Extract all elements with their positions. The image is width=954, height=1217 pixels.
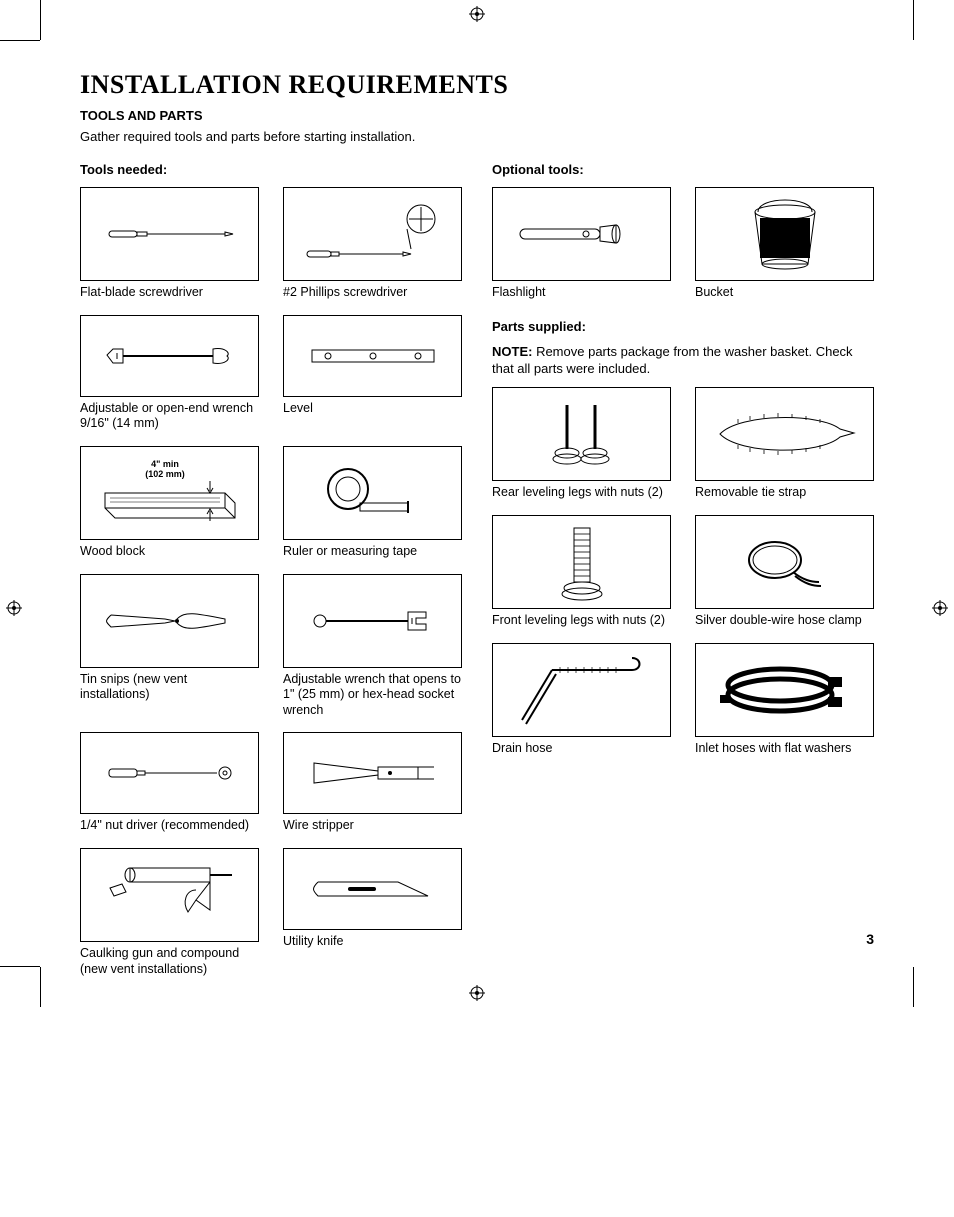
- tool-caption: Adjustable wrench that opens to 1" (25 m…: [283, 672, 462, 719]
- tool-caption: Wood block: [80, 544, 259, 560]
- page-number: 3: [866, 931, 874, 947]
- part-cell: Inlet hoses with flat washers: [695, 643, 874, 757]
- open-end-wrench-icon: [80, 315, 259, 397]
- wood-block-icon: 4" min (102 mm): [80, 446, 259, 540]
- tool-cell: Adjustable wrench that opens to 1" (25 m…: [283, 574, 462, 719]
- tool-cell: Level: [283, 315, 462, 432]
- optional-tools-grid: Flashlight Bucket: [492, 187, 874, 301]
- note-text: Remove parts package from the washer bas…: [492, 344, 853, 376]
- tools-needed-grid: Flat-blade screwdriver #2: [80, 187, 462, 977]
- parts-grid: Rear leveling legs with nuts (2): [492, 387, 874, 756]
- utility-knife-icon: [283, 848, 462, 930]
- section-subhead: TOOLS AND PARTS: [80, 108, 874, 123]
- caulking-gun-icon: [80, 848, 259, 942]
- tools-needed-heading: Tools needed:: [80, 162, 462, 177]
- part-caption: Front leveling legs with nuts (2): [492, 613, 671, 629]
- tool-cell: Ruler or measuring tape: [283, 446, 462, 560]
- front-leveling-legs-icon: [492, 515, 671, 609]
- svg-text:4" min: 4" min: [151, 459, 179, 469]
- tool-cell: Adjustable or open-end wrench 9/16" (14 …: [80, 315, 259, 432]
- part-caption: Silver double-wire hose clamp: [695, 613, 874, 629]
- tool-caption: Bucket: [695, 285, 874, 301]
- hose-clamp-icon: [695, 515, 874, 609]
- part-caption: Removable tie strap: [695, 485, 874, 501]
- right-column: Optional tools: Flashlight: [492, 162, 874, 977]
- part-cell: Silver double-wire hose clamp: [695, 515, 874, 629]
- tool-caption: Flat-blade screwdriver: [80, 285, 259, 301]
- flashlight-icon: [492, 187, 671, 281]
- part-caption: Inlet hoses with flat washers: [695, 741, 874, 757]
- tool-caption: Flashlight: [492, 285, 671, 301]
- tool-cell: Flat-blade screwdriver: [80, 187, 259, 301]
- page-title: INSTALLATION REQUIREMENTS: [80, 70, 874, 100]
- tool-cell: Tin snips (new vent installations): [80, 574, 259, 719]
- svg-text:(102 mm): (102 mm): [145, 469, 185, 479]
- part-cell: Rear leveling legs with nuts (2): [492, 387, 671, 501]
- tool-caption: Level: [283, 401, 462, 417]
- drain-hose-icon: [492, 643, 671, 737]
- optional-tools-heading: Optional tools:: [492, 162, 874, 177]
- tool-caption: Tin snips (new vent installations): [80, 672, 259, 703]
- tie-strap-icon: [695, 387, 874, 481]
- tool-caption: 1/4" nut driver (recommended): [80, 818, 259, 834]
- wire-stripper-icon: [283, 732, 462, 814]
- level-icon: [283, 315, 462, 397]
- part-cell: Removable tie strap: [695, 387, 874, 501]
- tool-caption: Utility knife: [283, 934, 462, 950]
- tools-needed-column: Tools needed: Flat-blade screwdriver: [80, 162, 462, 977]
- tool-cell: Bucket: [695, 187, 874, 301]
- tool-caption: Caulking gun and compound (new vent inst…: [80, 946, 259, 977]
- parts-supplied-heading: Parts supplied:: [492, 319, 874, 334]
- adjustable-wrench-icon: [283, 574, 462, 668]
- part-cell: Front leveling legs with nuts (2): [492, 515, 671, 629]
- note-bold: NOTE:: [492, 344, 532, 359]
- tool-caption: Wire stripper: [283, 818, 462, 834]
- tool-caption: Ruler or measuring tape: [283, 544, 462, 560]
- part-caption: Drain hose: [492, 741, 671, 757]
- measuring-tape-icon: [283, 446, 462, 540]
- tool-caption: Adjustable or open-end wrench 9/16" (14 …: [80, 401, 259, 432]
- two-column-layout: Tools needed: Flat-blade screwdriver: [80, 162, 874, 977]
- flat-blade-screwdriver-icon: [80, 187, 259, 281]
- tin-snips-icon: [80, 574, 259, 668]
- parts-note: NOTE: Remove parts package from the wash…: [492, 344, 874, 378]
- part-cell: Drain hose: [492, 643, 671, 757]
- part-caption: Rear leveling legs with nuts (2): [492, 485, 671, 501]
- tool-cell: #2 Phillips screwdriver: [283, 187, 462, 301]
- tool-cell: 1/4" nut driver (recommended): [80, 732, 259, 834]
- tool-cell: Flashlight: [492, 187, 671, 301]
- tool-caption: #2 Phillips screwdriver: [283, 285, 462, 301]
- tool-cell: Utility knife: [283, 848, 462, 977]
- rear-leveling-legs-icon: [492, 387, 671, 481]
- bucket-icon: [695, 187, 874, 281]
- intro-text: Gather required tools and parts before s…: [80, 129, 874, 144]
- phillips-screwdriver-icon: [283, 187, 462, 281]
- tool-cell: Caulking gun and compound (new vent inst…: [80, 848, 259, 977]
- tool-cell: Wire stripper: [283, 732, 462, 834]
- inlet-hoses-icon: [695, 643, 874, 737]
- tool-cell: 4" min (102 mm) Wood block: [80, 446, 259, 560]
- nut-driver-icon: [80, 732, 259, 814]
